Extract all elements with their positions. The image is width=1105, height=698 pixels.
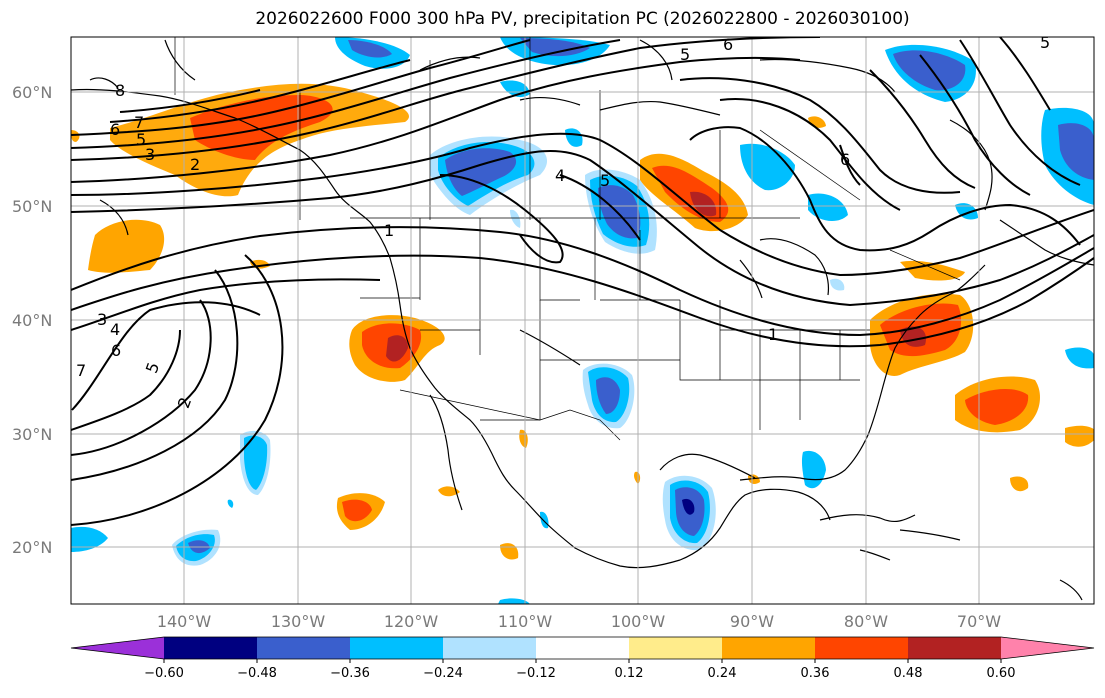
lon-label: 120°W — [384, 612, 439, 631]
contour-label: 5 — [600, 171, 610, 190]
colorbar-tick-label: −0.24 — [423, 666, 463, 681]
graticule — [71, 37, 1094, 604]
colorbar-segment — [536, 637, 630, 659]
map-title: 2026022600 F000 300 hPa PV, precipitatio… — [255, 9, 910, 29]
colorbar-segment — [815, 637, 909, 659]
lon-label: 110°W — [498, 612, 553, 631]
colorbar-tick-label: 0.36 — [801, 666, 830, 681]
colorbar: −0.60 −0.48 −0.36 −0.24 −0.12 0.12 0.24 0.36 0.4… — [70, 636, 1095, 681]
colorbar-extend-min — [71, 637, 164, 659]
colorbar-tick-label: 0.24 — [708, 666, 737, 681]
lat-label: 60°N — [12, 83, 52, 102]
colorbar-segment — [257, 637, 351, 659]
longitude-labels: 140°W 130°W 120°W 110°W 100°W 90°W 80°W … — [157, 612, 1001, 631]
contour-label: 5 — [136, 130, 146, 149]
pv-contours — [71, 37, 1094, 526]
colorbar-tick-label: −0.60 — [144, 666, 184, 681]
contour-label: 4 — [555, 166, 565, 185]
contour-label: 8 — [115, 81, 125, 100]
contour-label: 1 — [384, 221, 394, 240]
colorbar-tick-label: −0.36 — [330, 666, 370, 681]
contour-label: 6 — [111, 341, 121, 360]
colorbar-tick-label: 0.60 — [987, 666, 1016, 681]
contour-label: 5 — [680, 45, 690, 64]
contour-label: 5 — [1040, 33, 1050, 52]
lat-label: 40°N — [12, 311, 52, 330]
contour-label: 1 — [768, 325, 778, 344]
contour-label: 4 — [110, 320, 120, 339]
colorbar-segment — [164, 637, 258, 659]
colorbar-tick-label: −0.12 — [516, 666, 556, 681]
contour-label: 6 — [110, 120, 120, 139]
colorbar-segment — [350, 637, 444, 659]
colorbar-tick-label: 0.12 — [615, 666, 644, 681]
lon-label: 130°W — [271, 612, 326, 631]
lat-label: 20°N — [12, 538, 52, 557]
lon-label: 80°W — [844, 612, 888, 631]
contour-label: 3 — [145, 145, 155, 164]
political-borders — [174, 37, 961, 441]
latitude-labels: 60°N 50°N 40°N 30°N 20°N — [12, 83, 52, 557]
contour-label: 7 — [76, 361, 86, 380]
colorbar-tick-label: 0.48 — [894, 666, 923, 681]
lon-label: 140°W — [157, 612, 212, 631]
lat-label: 30°N — [12, 425, 52, 444]
contour-label: 2 — [190, 155, 200, 174]
colorbar-segment — [908, 637, 1002, 659]
contour-label: 6 — [840, 150, 850, 169]
lon-label: 100°W — [611, 612, 666, 631]
contour-label: 6 — [723, 35, 733, 54]
colorbar-segment — [443, 637, 537, 659]
colorbar-extend-max — [1001, 637, 1094, 659]
colorbar-tick-label: −0.48 — [237, 666, 277, 681]
lon-label: 90°W — [730, 612, 774, 631]
map-frame — [70, 36, 1095, 605]
colorbar-segment — [722, 637, 816, 659]
contour-label: 7 — [134, 113, 144, 132]
contour-label: 3 — [97, 310, 107, 329]
lon-label: 70°W — [957, 612, 1001, 631]
colorbar-segment — [629, 637, 723, 659]
lat-label: 50°N — [12, 197, 52, 216]
